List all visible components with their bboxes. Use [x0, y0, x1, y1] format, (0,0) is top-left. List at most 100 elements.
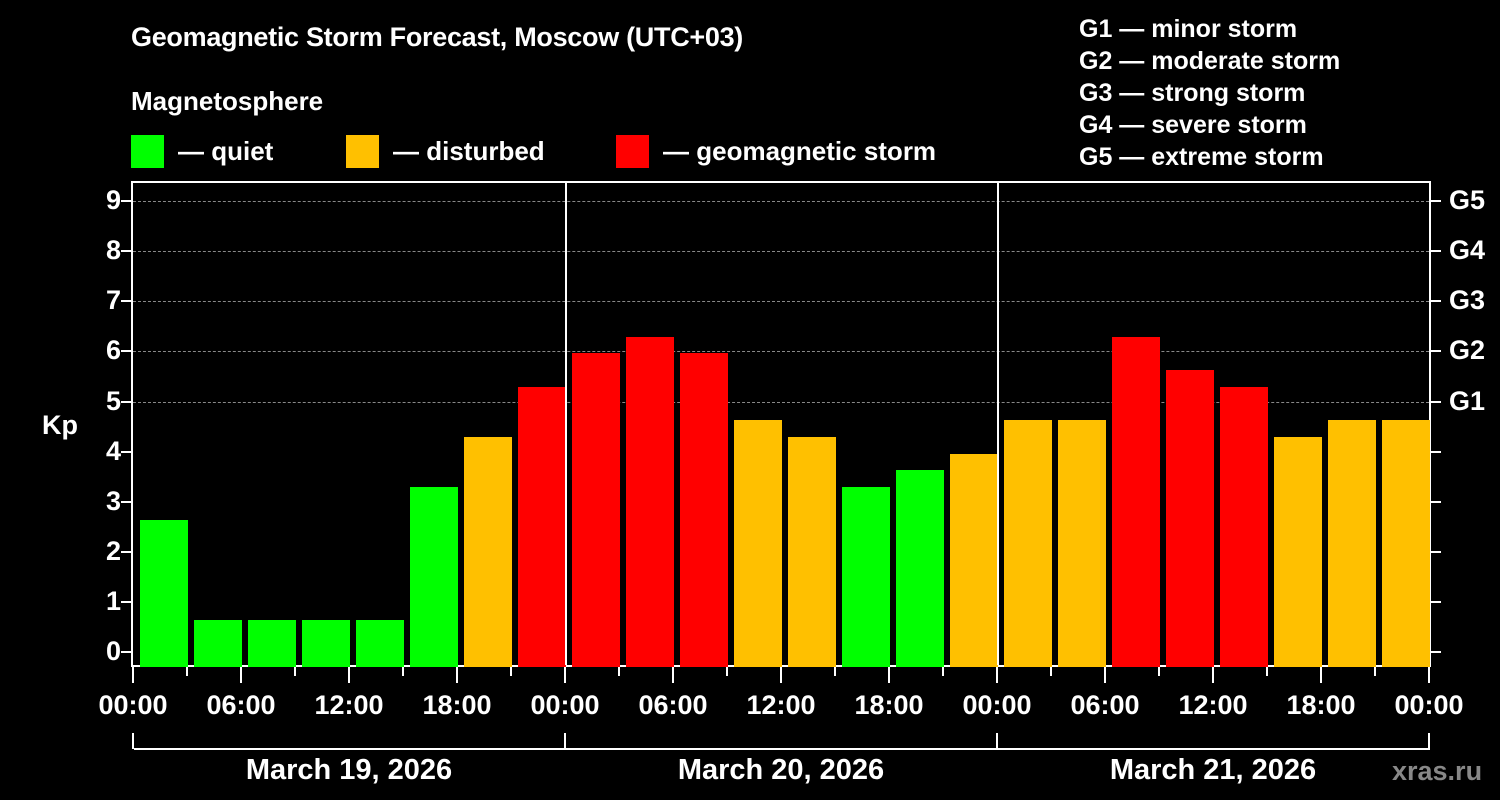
g-tick-label: G2 — [1449, 335, 1486, 366]
bar-storm — [518, 386, 566, 667]
bar-disturbed — [1382, 420, 1430, 667]
g-tick-label: G3 — [1449, 285, 1486, 316]
day-label: March 20, 2026 — [677, 754, 885, 786]
x-tick — [1428, 667, 1430, 683]
y-tick — [121, 450, 131, 453]
x-tick — [672, 667, 674, 683]
bar-disturbed — [1328, 420, 1376, 667]
day-bracket-tick — [132, 733, 134, 749]
x-tick — [1158, 667, 1160, 676]
y-tick-label: 1 — [105, 585, 121, 616]
x-tick-label: 06:00 — [1070, 690, 1140, 720]
y-tick — [121, 300, 131, 303]
x-tick — [942, 667, 944, 676]
g1-legend: G1 — minor storm — [1079, 15, 1298, 43]
bar-disturbed — [734, 420, 782, 667]
x-tick — [510, 667, 512, 676]
y2-tick — [1431, 400, 1441, 403]
g3-legend: G3 — strong storm — [1079, 79, 1306, 107]
y-axis-label: Kp — [42, 410, 78, 440]
x-tick-label: 00:00 — [1394, 690, 1464, 720]
bar-storm — [680, 353, 728, 667]
x-tick — [348, 667, 350, 683]
day-divider — [997, 183, 999, 665]
legend-quiet-label: — quiet — [178, 135, 274, 166]
x-tick — [726, 667, 728, 676]
bar-storm — [1220, 386, 1268, 667]
y2-tick — [1431, 200, 1441, 203]
x-tick-label: 00:00 — [98, 690, 168, 720]
x-tick — [1104, 667, 1106, 683]
bar-quiet — [248, 620, 296, 667]
x-tick — [996, 667, 998, 683]
x-tick-label: 00:00 — [962, 690, 1032, 720]
legend-quiet: — quiet — [131, 134, 273, 168]
gridline — [133, 301, 1429, 303]
gridline — [133, 351, 1429, 353]
y2-tick — [1431, 450, 1441, 453]
y2-tick — [1431, 350, 1441, 353]
g5-legend: G5 — extreme storm — [1079, 143, 1324, 171]
y-tick — [121, 500, 131, 503]
bar-quiet — [140, 520, 188, 667]
x-tick — [186, 667, 188, 676]
x-tick — [834, 667, 836, 676]
y2-tick — [1431, 500, 1441, 503]
y-tick-label: 3 — [105, 485, 121, 516]
x-tick — [240, 667, 242, 683]
storm-swatch — [616, 134, 649, 168]
day-label: March 21, 2026 — [1109, 754, 1317, 786]
bar-quiet — [896, 470, 944, 667]
y-tick — [121, 250, 131, 253]
y-tick — [121, 350, 131, 353]
legend-title: Magnetosphere — [131, 86, 324, 116]
day-bracket-tick — [1428, 733, 1430, 749]
day-bracket — [134, 748, 1430, 750]
bar-quiet — [842, 487, 890, 667]
bar-quiet — [194, 620, 242, 667]
bar-disturbed — [1004, 420, 1052, 667]
y2-tick — [1431, 651, 1441, 653]
y-tick — [121, 550, 131, 553]
x-tick — [456, 667, 458, 683]
x-tick-label: 06:00 — [638, 690, 708, 720]
x-tick — [1374, 667, 1376, 676]
y-tick-label: 2 — [105, 535, 121, 566]
bar-disturbed — [788, 437, 836, 667]
quiet-swatch — [131, 134, 164, 168]
bar-disturbed — [464, 437, 512, 667]
x-tick-label: 18:00 — [422, 690, 492, 720]
disturbed-swatch — [346, 134, 379, 168]
bar-quiet — [356, 620, 404, 667]
y-tick — [121, 600, 131, 603]
y-tick-label: 4 — [105, 435, 121, 466]
bar-storm — [1166, 369, 1214, 667]
y-tick-label: 8 — [105, 235, 121, 266]
legend-storm-label: — geomagnetic storm — [663, 135, 937, 166]
x-tick-label: 12:00 — [1178, 690, 1248, 720]
legend-disturbed: — disturbed — [346, 134, 545, 168]
bar-storm — [626, 336, 674, 667]
x-tick-label: 12:00 — [314, 690, 384, 720]
y2-tick — [1431, 300, 1441, 303]
y2-tick — [1431, 250, 1441, 253]
x-tick — [780, 667, 782, 683]
g-tick-label: G5 — [1449, 185, 1486, 216]
gridline — [133, 251, 1429, 253]
g2-legend: G2 — moderate storm — [1079, 47, 1341, 75]
day-label: March 19, 2026 — [245, 754, 453, 786]
y-tick — [121, 400, 131, 403]
bar-disturbed — [1058, 420, 1106, 667]
x-tick — [1050, 667, 1052, 676]
plot-area — [131, 181, 1431, 667]
chart-title: Geomagnetic Storm Forecast, Moscow (UTC+… — [131, 22, 743, 52]
y-tick-label: 5 — [105, 385, 121, 416]
bar-disturbed — [950, 453, 998, 667]
x-tick — [1320, 667, 1322, 683]
y-tick-label: 0 — [105, 636, 121, 666]
y-tick-label: 9 — [105, 185, 121, 216]
bar-disturbed — [1274, 437, 1322, 667]
x-tick — [618, 667, 620, 676]
x-tick — [564, 667, 566, 683]
x-tick-label: 18:00 — [854, 690, 924, 720]
